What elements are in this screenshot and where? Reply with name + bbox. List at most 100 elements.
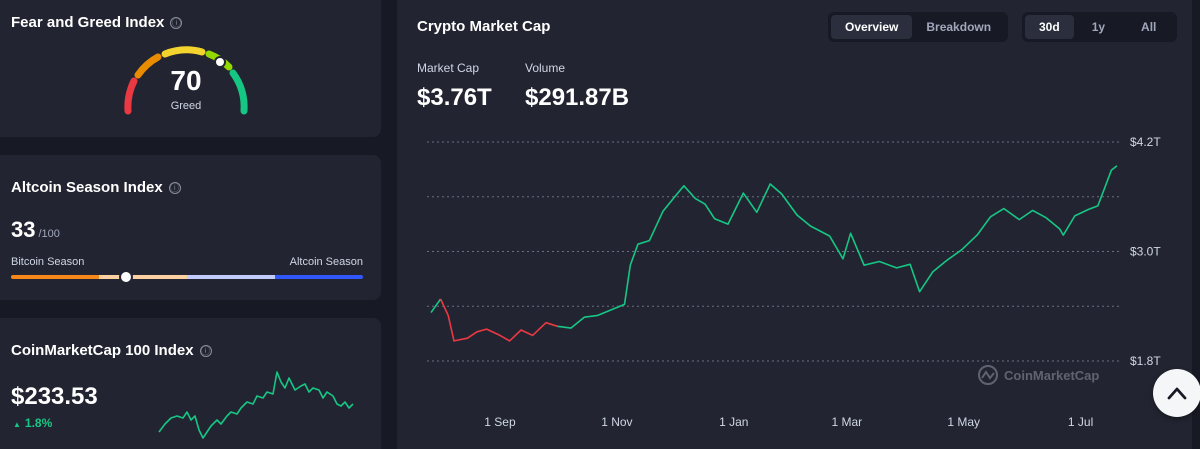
data-point xyxy=(829,235,831,237)
tab-overview[interactable]: Overview xyxy=(831,15,913,39)
data-point xyxy=(781,193,783,195)
fear-greed-gauge xyxy=(124,46,248,115)
altcoin-season-label: Altcoin Season xyxy=(289,256,363,268)
data-point xyxy=(727,223,729,225)
data-point xyxy=(850,232,852,234)
data-point xyxy=(1003,208,1005,210)
x-tick-label: 1 Jan xyxy=(719,415,748,429)
altcoin-indicator xyxy=(119,270,133,284)
y-tick-label: $1.8T xyxy=(1130,354,1161,368)
data-point xyxy=(1045,217,1047,219)
data-point xyxy=(990,216,992,218)
market-cap-chart: $4.2T $3.0T $1.8T 1 Sep 1 Nov 1 Jan 1 Mar 1 May… xyxy=(427,135,1161,429)
data-point xyxy=(704,203,706,205)
gauge-indicator xyxy=(214,56,226,68)
data-point xyxy=(976,234,978,236)
data-point xyxy=(520,329,522,331)
triangle-up-icon: ▲ xyxy=(13,420,21,429)
data-point xyxy=(499,335,501,337)
market-cap-label: Market Cap xyxy=(417,61,480,75)
range-all[interactable]: All xyxy=(1141,20,1157,34)
scroll-top-button[interactable] xyxy=(1153,369,1200,417)
series-line-down xyxy=(439,298,558,342)
altcoin-season-title: Altcoin Season Index ⓘ xyxy=(11,179,181,196)
data-point xyxy=(583,316,585,318)
altcoin-season-card: Altcoin Season Index ⓘ 33/100 Bitcoin Sea… xyxy=(0,155,381,300)
chevron-up-icon xyxy=(1167,387,1187,400)
data-point xyxy=(1032,210,1034,212)
data-point xyxy=(756,211,758,213)
info-icon[interactable]: ⓘ xyxy=(199,345,212,357)
range-30d[interactable]: 30d xyxy=(1025,15,1074,39)
data-point xyxy=(769,183,771,185)
x-tick-label: 1 Mar xyxy=(831,415,862,429)
data-point xyxy=(879,261,881,263)
fear-greed-value: 70 xyxy=(170,65,202,96)
data-point xyxy=(1018,219,1020,221)
range-1y[interactable]: 1y xyxy=(1091,20,1106,34)
data-point xyxy=(430,312,432,314)
fear-greed-title: Fear and Greed Index ⓘ xyxy=(11,14,183,31)
watermark: CoinMarketCap xyxy=(977,364,1099,386)
y-tick-label: $3.0T xyxy=(1130,245,1161,259)
data-point xyxy=(695,198,697,200)
data-point xyxy=(467,337,469,339)
data-point xyxy=(662,211,664,213)
data-point xyxy=(946,260,948,262)
data-point xyxy=(1116,165,1118,167)
data-point xyxy=(486,328,488,330)
coinmarketcap-logo-icon xyxy=(978,365,998,385)
data-point xyxy=(842,258,844,260)
data-point xyxy=(453,340,455,342)
info-icon[interactable]: ⓘ xyxy=(168,182,181,194)
data-point xyxy=(743,192,745,194)
view-toggle: Overview Breakdown xyxy=(828,12,1009,42)
x-tick-label: 1 Jul xyxy=(1068,415,1093,429)
volume-value: $291.87B xyxy=(525,84,630,111)
data-point xyxy=(1097,205,1099,207)
cmc100-title: CoinMarketCap 100 Index ⓘ xyxy=(11,342,212,359)
altcoin-season-bar xyxy=(11,275,363,279)
cmc100-value: $233.53 xyxy=(11,383,98,410)
data-point xyxy=(932,271,934,273)
data-point xyxy=(961,249,963,251)
data-point xyxy=(896,267,898,269)
data-point xyxy=(714,218,716,220)
data-point xyxy=(570,327,572,329)
data-point xyxy=(624,304,626,306)
data-point xyxy=(1074,215,1076,217)
data-point xyxy=(637,243,639,245)
data-point xyxy=(683,185,685,187)
altcoin-value: 33/100 xyxy=(11,217,60,242)
data-point xyxy=(649,240,651,242)
x-tick-label: 1 Nov xyxy=(601,415,632,429)
info-icon[interactable]: ⓘ xyxy=(170,17,183,29)
data-point xyxy=(509,340,511,342)
data-point xyxy=(1087,209,1089,211)
x-tick-label: 1 May xyxy=(947,415,980,429)
bitcoin-season-label: Bitcoin Season xyxy=(11,256,85,268)
data-point xyxy=(796,214,798,216)
data-point xyxy=(557,326,559,328)
fear-greed-card: Fear and Greed Index ⓘ 70 Greed xyxy=(0,0,381,137)
data-point xyxy=(597,315,599,317)
data-point xyxy=(675,194,677,196)
crypto-market-cap-card: Crypto Market Cap Overview Breakdown 30d… xyxy=(397,0,1192,449)
data-point xyxy=(629,264,631,266)
market-cap-value: $3.76T xyxy=(417,84,492,111)
range-toggle: 30d 1y All xyxy=(1022,12,1178,42)
market-cap-chart-title: Crypto Market Cap xyxy=(417,18,551,35)
data-point xyxy=(1105,185,1107,187)
data-point xyxy=(810,225,812,227)
cmc100-change: ▲ 1.8% xyxy=(13,416,53,430)
tab-breakdown[interactable]: Breakdown xyxy=(926,20,992,34)
series-line-up xyxy=(430,298,442,314)
cmc100-sparkline xyxy=(158,371,354,439)
data-point xyxy=(909,263,911,265)
data-point xyxy=(447,315,449,317)
data-point xyxy=(532,335,534,337)
data-point xyxy=(545,322,547,324)
data-point xyxy=(863,264,865,266)
x-tick-label: 1 Sep xyxy=(484,415,516,429)
data-point xyxy=(1059,228,1061,230)
